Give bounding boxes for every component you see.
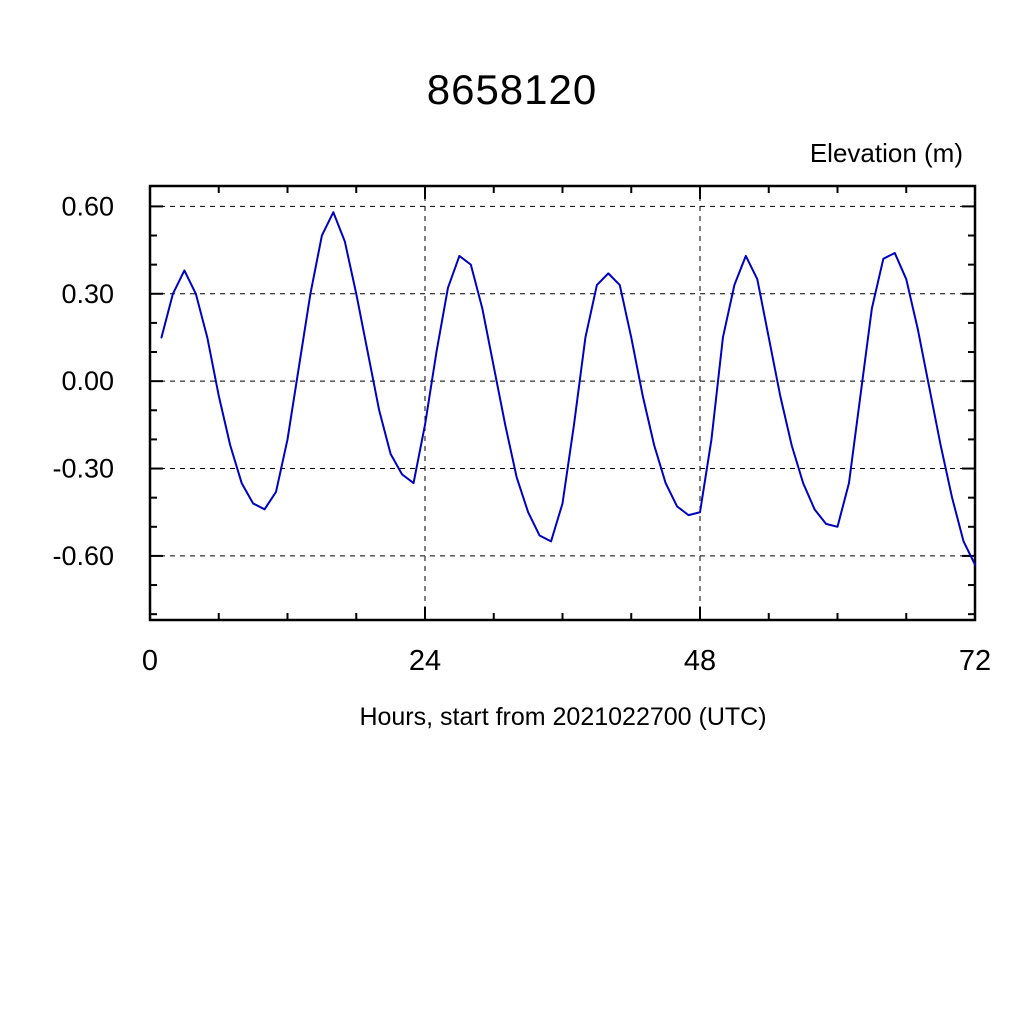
- x-tick-label: 0: [142, 645, 158, 677]
- y-tick-label: -0.30: [52, 454, 114, 484]
- y-tick-label: -0.60: [52, 541, 114, 571]
- y-axis-title: Elevation (m): [809, 138, 963, 168]
- y-tick-label: 0.30: [61, 279, 114, 309]
- chart-title: 8658120: [426, 66, 598, 113]
- y-tick-label: 0.00: [61, 366, 114, 396]
- x-tick-label: 48: [684, 645, 716, 677]
- x-tick-label: 24: [409, 645, 441, 677]
- x-tick-label: 72: [959, 645, 991, 677]
- plot-frame: [148, 184, 977, 622]
- x-axis-title-wrap: Hours, start from 2021022700 (UTC): [0, 703, 1024, 732]
- series-elevation: [160, 211, 976, 566]
- y-tick-label: 0.60: [61, 191, 114, 221]
- x-axis-title: Hours, start from 2021022700 (UTC): [359, 703, 767, 731]
